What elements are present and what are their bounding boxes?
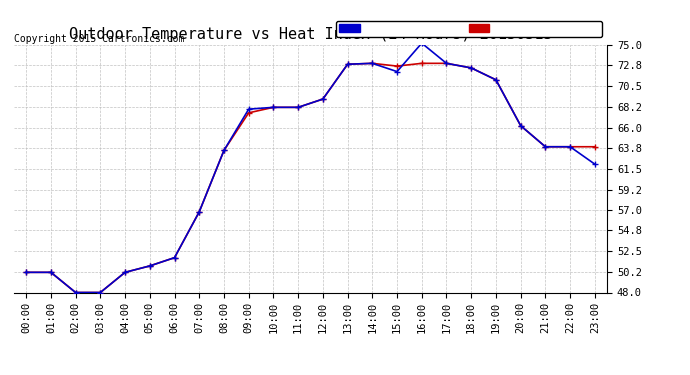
Title: Outdoor Temperature vs Heat Index (24 Hours) 20150515: Outdoor Temperature vs Heat Index (24 Ho…	[69, 27, 552, 42]
Text: Copyright 2015 Cartronics.com: Copyright 2015 Cartronics.com	[14, 34, 184, 44]
Legend: Heat Index  (°F), Temperature  (°F): Heat Index (°F), Temperature (°F)	[336, 21, 602, 37]
